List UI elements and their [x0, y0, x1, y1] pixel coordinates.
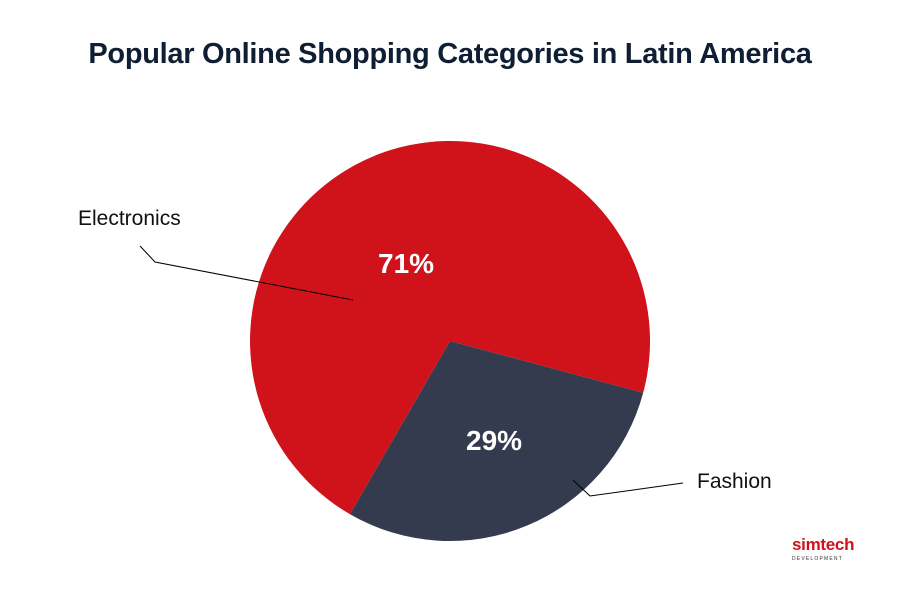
brand-logo: simtech DEVELOPMENT [792, 535, 867, 563]
value-label-fashion: 29% [466, 425, 523, 456]
leader-line-electronics [139, 245, 354, 301]
slice-fashion [350, 341, 644, 542]
label-electronics: Electronics [78, 207, 181, 230]
label-fashion: Fashion [697, 470, 772, 493]
slice-electronics [250, 141, 651, 515]
logo-tagline: DEVELOPMENT [792, 556, 843, 562]
chart-title: Popular Online Shopping Categories in La… [88, 38, 812, 70]
logo-wordmark: simtech [792, 535, 855, 554]
leader-line-fashion [572, 479, 684, 497]
value-label-electronics: 71% [378, 248, 435, 279]
